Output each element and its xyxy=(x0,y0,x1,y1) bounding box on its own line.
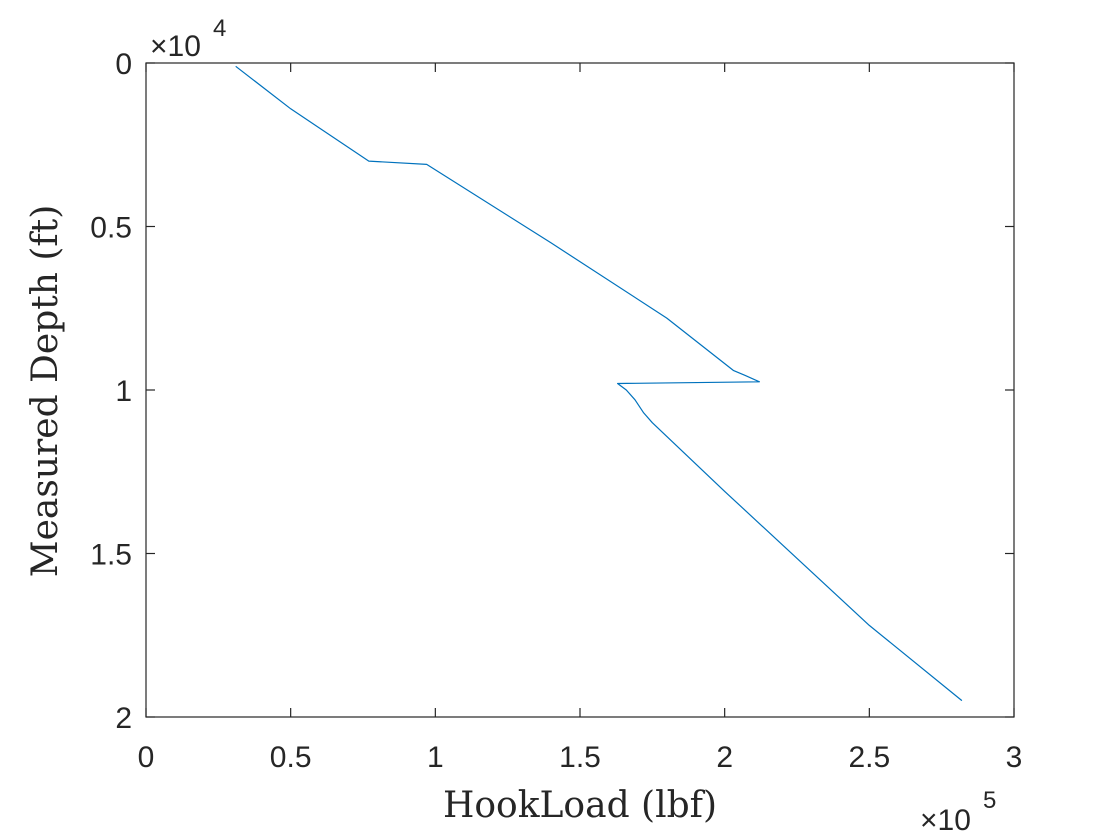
x-tick-label: 3 xyxy=(1006,741,1023,774)
x-tick-label: 2 xyxy=(716,741,733,774)
x-multiplier: ×10 xyxy=(920,804,971,837)
y-exponent: ×10 4 xyxy=(150,15,226,63)
y-exponent-value: 4 xyxy=(213,15,226,42)
x-tick-label: 0.5 xyxy=(270,741,312,774)
x-ticks: 0 0.5 1 1.5 2 2.5 3 xyxy=(138,63,1023,774)
x-tick-label: 0 xyxy=(138,741,155,774)
x-tick-label: 1.5 xyxy=(559,741,601,774)
y-tick-label: 1.5 xyxy=(90,539,132,572)
y-tick-label: 0 xyxy=(115,48,132,81)
x-tick-label: 2.5 xyxy=(848,741,890,774)
x-tick-label: 1 xyxy=(427,741,444,774)
x-exponent-value: 5 xyxy=(983,787,996,814)
axes-box xyxy=(145,62,1015,718)
plot-frame xyxy=(145,62,1015,718)
y-ticks: 0 0.5 1 1.5 2 xyxy=(90,48,1014,735)
y-tick-label: 1 xyxy=(115,375,132,408)
x-axis-title: HookLoad (lbf) xyxy=(443,785,717,826)
x-exponent: ×10 5 xyxy=(920,787,996,837)
y-multiplier: ×10 xyxy=(150,30,201,63)
y-axis-title: Measured Depth (ft) xyxy=(25,205,66,577)
series-line xyxy=(235,65,963,702)
y-tick-label: 0.5 xyxy=(90,212,132,245)
y-tick-label: 2 xyxy=(115,702,132,735)
series-layer xyxy=(235,65,963,702)
